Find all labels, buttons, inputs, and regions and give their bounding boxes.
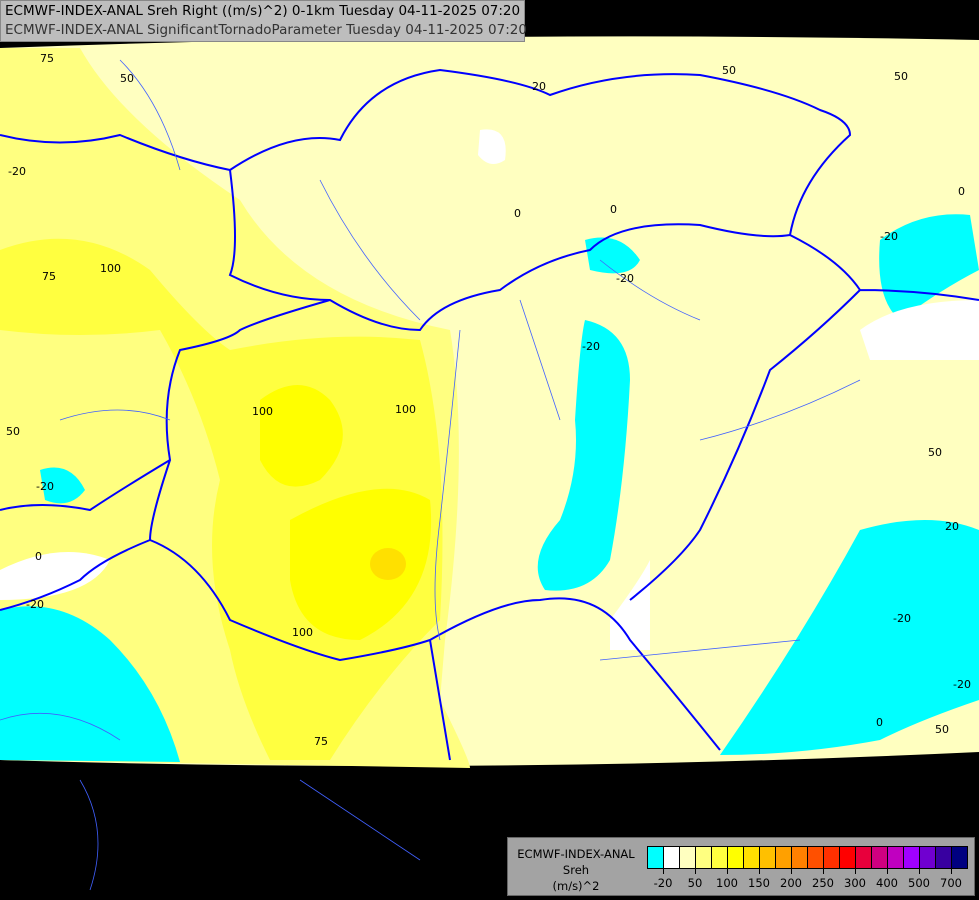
legend-tick	[663, 868, 664, 874]
legend-tick	[823, 868, 824, 874]
contour-label: 100	[252, 405, 273, 418]
legend-swatch	[808, 847, 824, 868]
rivers	[0, 59, 861, 891]
legend-tick-label: 100	[716, 876, 738, 890]
legend-colorbar	[647, 846, 968, 869]
legend-title: ECMWF-INDEX-ANAL Sreh (m/s)^2	[512, 846, 640, 894]
contour-label: -20	[893, 612, 911, 625]
legend-tick-label: -20	[653, 876, 673, 890]
legend-parameter: Sreh	[562, 863, 590, 877]
legend-swatch	[872, 847, 888, 868]
contour-label: -20	[582, 340, 600, 353]
country-borders	[0, 68, 979, 761]
legend-tick	[727, 868, 728, 874]
legend-tick	[695, 868, 696, 874]
region-neg20-b	[537, 320, 630, 591]
contour-label: 100	[292, 626, 313, 639]
region-white-b	[0, 552, 110, 600]
legend-tick-label: 250	[812, 876, 834, 890]
region-neg20-c	[879, 214, 979, 320]
legend-tick	[855, 868, 856, 874]
legend-swatch	[792, 847, 808, 868]
legend-swatch	[856, 847, 872, 868]
legend-swatch	[744, 847, 760, 868]
legend-tick	[951, 868, 952, 874]
legend-tick	[759, 868, 760, 874]
contour-label: 0	[958, 185, 965, 198]
contour-label: 50	[894, 70, 908, 83]
legend-tick	[791, 868, 792, 874]
legend-swatch	[648, 847, 664, 868]
contour-label: 0	[610, 203, 617, 216]
legend-source: ECMWF-INDEX-ANAL	[517, 847, 635, 861]
region-neg20-f	[40, 467, 85, 504]
contour-label: 50	[928, 446, 942, 459]
contour-label: 50	[722, 64, 736, 77]
legend-tick-label: 500	[908, 876, 930, 890]
contour-label: -20	[953, 678, 971, 691]
contour-label: 50	[935, 723, 949, 736]
legend-tick-label: 300	[844, 876, 866, 890]
legend-swatch	[952, 847, 967, 868]
legend-tick-label: 400	[876, 876, 898, 890]
legend-swatch	[728, 847, 744, 868]
legend-tick-label: 700	[940, 876, 962, 890]
contour-label: -20	[880, 230, 898, 243]
legend-swatch	[680, 847, 696, 868]
color-legend: ECMWF-INDEX-ANAL Sreh (m/s)^2 -20 50 100 15…	[507, 837, 975, 896]
legend-swatch	[840, 847, 856, 868]
contour-label: 20	[945, 520, 959, 533]
title-line-sreh: ECMWF-INDEX-ANAL Sreh Right ((m/s)^2) 0-…	[5, 3, 521, 19]
title-line-stp: ECMWF-INDEX-ANAL SignificantTornadoParam…	[5, 22, 527, 38]
legend-swatch	[760, 847, 776, 868]
contour-label: -20	[26, 598, 44, 611]
legend-tick	[887, 868, 888, 874]
legend-tick	[919, 868, 920, 874]
contour-label: 75	[42, 270, 56, 283]
legend-tick-label: 200	[780, 876, 802, 890]
contour-label: 20	[532, 80, 546, 93]
contour-label: 50	[6, 425, 20, 438]
region-white-a	[478, 129, 506, 164]
contour-label: -20	[616, 272, 634, 285]
contour-label: 0	[876, 716, 883, 729]
contour-label: 75	[314, 735, 328, 748]
legend-unit: (m/s)^2	[552, 879, 600, 893]
legend-swatch	[936, 847, 952, 868]
contour-label: -20	[36, 480, 54, 493]
region-150-200	[370, 548, 406, 580]
contour-label: 75	[40, 52, 54, 65]
legend-swatch	[696, 847, 712, 868]
contour-label: 100	[100, 262, 121, 275]
map-title: ECMWF-INDEX-ANAL Sreh Right ((m/s)^2) 0-…	[0, 0, 527, 42]
legend-swatch	[904, 847, 920, 868]
contour-label: 100	[395, 403, 416, 416]
region-neg20-e	[0, 606, 180, 762]
region-white-c	[860, 300, 979, 360]
legend-swatch	[712, 847, 728, 868]
contour-label: 0	[35, 550, 42, 563]
legend-swatch	[824, 847, 840, 868]
contour-label: -20	[8, 165, 26, 178]
legend-swatch	[664, 847, 680, 868]
legend-swatch	[888, 847, 904, 868]
legend-swatch	[776, 847, 792, 868]
legend-swatch	[920, 847, 936, 868]
legend-tick-label: 50	[687, 876, 703, 890]
contour-label: 0	[514, 207, 521, 220]
region-neg20-a	[585, 237, 640, 274]
region-neg20-d	[720, 520, 979, 755]
legend-tick-label: 150	[748, 876, 770, 890]
contour-label: 50	[120, 72, 134, 85]
